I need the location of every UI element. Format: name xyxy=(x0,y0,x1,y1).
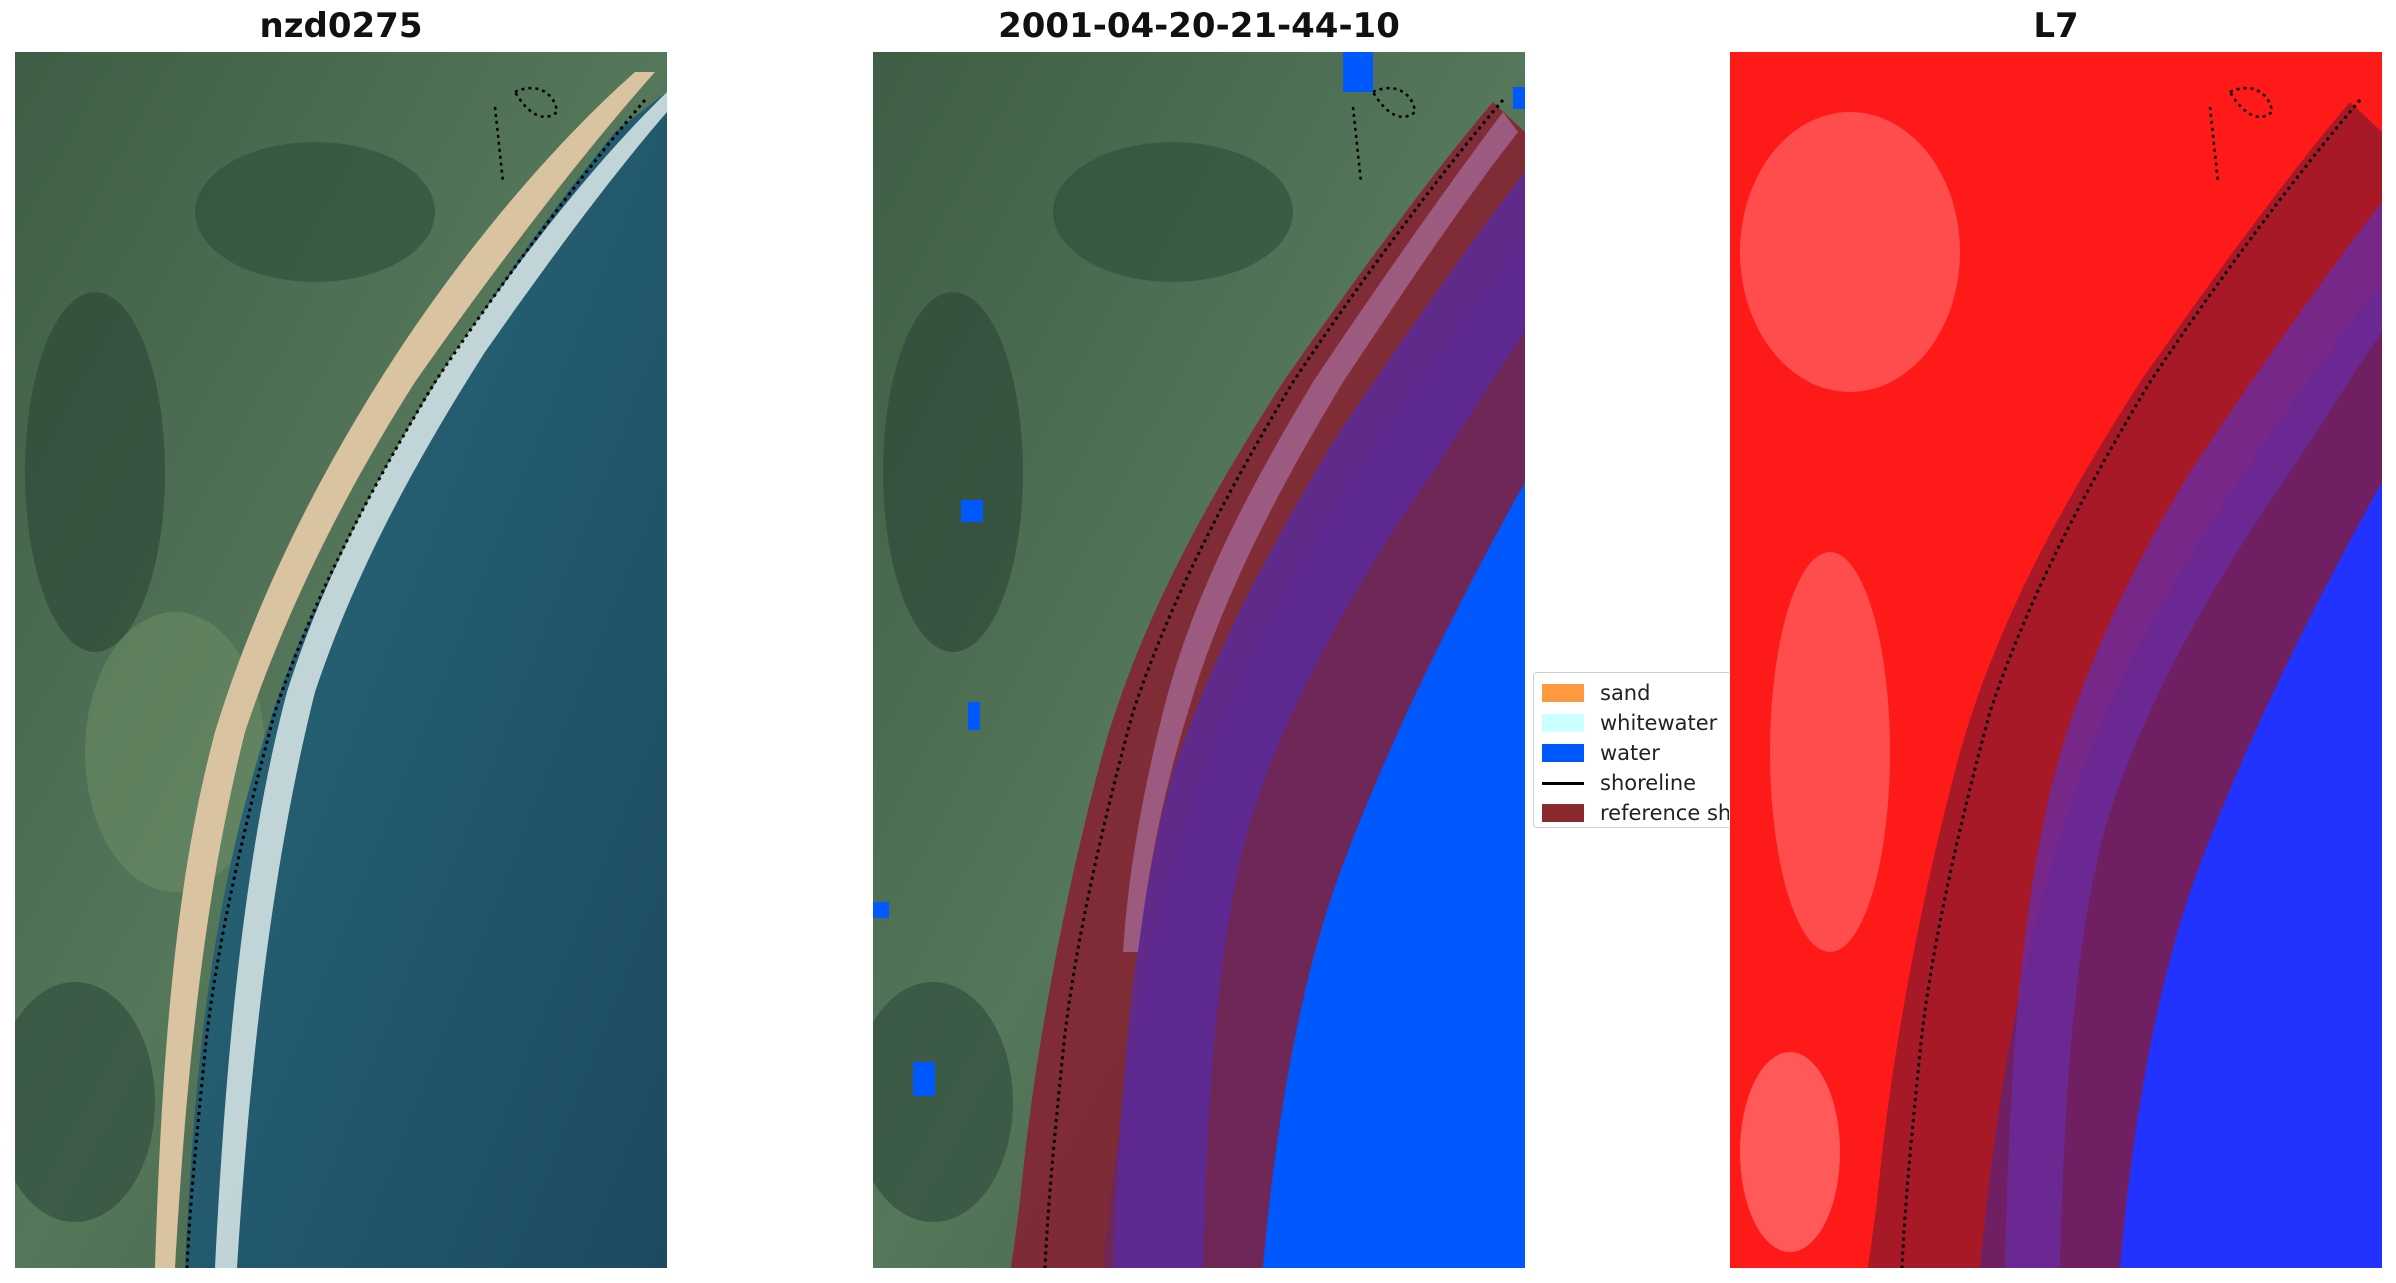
index-panel xyxy=(1730,52,2382,1268)
shoreline-lagoon xyxy=(1351,86,1417,183)
legend-item-whitewater: whitewater xyxy=(1542,709,1717,737)
legend-label: reference sh xyxy=(1600,801,1729,825)
legend-item-reference: reference sh xyxy=(1542,799,1729,827)
panel-title-classification: 2001-04-20-21-44-10 xyxy=(998,6,1400,46)
legend-swatch-reference xyxy=(1542,804,1584,822)
legend-swatch-water xyxy=(1542,744,1584,762)
shoreline-lagoon xyxy=(2208,86,2274,183)
forest-patch xyxy=(25,292,165,652)
classification-panel xyxy=(873,52,1525,1268)
forest-patch xyxy=(195,142,435,282)
water-pixel-cluster xyxy=(1513,87,1525,109)
shoreline-dotted xyxy=(1043,99,1505,1268)
water-in-buffer xyxy=(1113,172,1525,1268)
shoreline-dotted xyxy=(185,99,647,1268)
legend: sand whitewater water shoreline referenc… xyxy=(1533,672,1729,828)
legend-item-water: water xyxy=(1542,739,1660,767)
legend-label: sand xyxy=(1600,681,1651,705)
legend-swatch-whitewater xyxy=(1542,714,1584,732)
legend-label: whitewater xyxy=(1600,711,1718,735)
forest-patch xyxy=(15,982,155,1222)
shoreline-lagoon xyxy=(493,86,559,183)
index-image xyxy=(1730,52,2382,1268)
water-pixel-cluster xyxy=(961,500,983,522)
index-noise xyxy=(1740,1052,1840,1252)
legend-line-shoreline xyxy=(1542,781,1584,785)
rgb-image xyxy=(15,52,667,1268)
water-pixel-cluster xyxy=(1343,52,1373,92)
water-pixel-cluster xyxy=(968,702,980,730)
sea-area xyxy=(185,52,667,1268)
forest-patch xyxy=(883,292,1023,652)
shoreline-dotted xyxy=(1900,99,2362,1268)
legend-swatch-sand xyxy=(1542,684,1584,702)
rgb-image-panel xyxy=(15,52,667,1268)
surf-zone xyxy=(215,92,667,1268)
water-pixel-cluster xyxy=(913,1062,935,1096)
water-pixel-cluster xyxy=(873,902,889,918)
forest-patch xyxy=(873,982,1013,1222)
panel-title-rgb: nzd0275 xyxy=(259,6,423,46)
water-in-buffer xyxy=(2005,202,2382,1268)
classification-image xyxy=(873,52,1525,1268)
legend-item-shoreline: shoreline xyxy=(1542,769,1696,797)
index-noise xyxy=(1740,112,1960,392)
legend-label: shoreline xyxy=(1600,771,1697,795)
index-noise xyxy=(1770,552,1890,952)
forest-patch xyxy=(1053,142,1293,282)
panel-title-index: L7 xyxy=(2033,6,2079,46)
beach-sand xyxy=(155,72,655,1268)
legend-label: water xyxy=(1600,741,1660,765)
legend-item-sand: sand xyxy=(1542,679,1650,707)
